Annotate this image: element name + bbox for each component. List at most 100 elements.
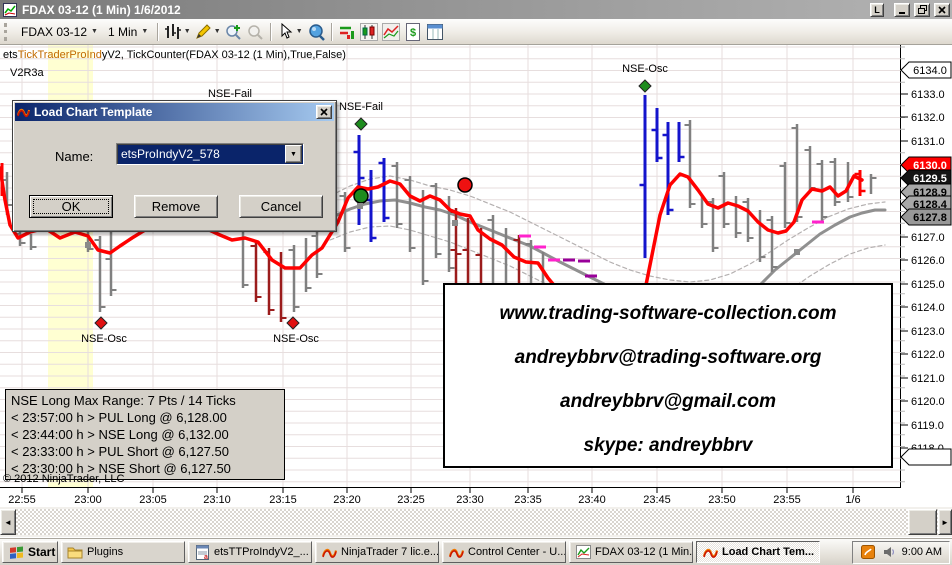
cursor-icon [281, 23, 293, 39]
market-analyzer-icon [340, 26, 355, 39]
account-data-button[interactable]: $ [402, 22, 424, 42]
toolbar-separator [331, 22, 333, 41]
chevron-down-icon: ▼ [141, 28, 149, 35]
svg-text:6120.0: 6120.0 [911, 396, 945, 408]
taskbar-button-label: FDAX 03-12 (1 Min... [595, 546, 693, 558]
signal-info-box: NSE Long Max Range: 7 Pts / 14 Ticks < 2… [5, 389, 285, 480]
cursor-tool-button[interactable]: ▼ [275, 22, 305, 42]
grid-window-icon [427, 23, 444, 40]
indicator-label: etsTickTraderProIndyV2, TickCounter(FDAX… [3, 49, 346, 61]
data-box-button[interactable] [305, 22, 327, 42]
interval-selector[interactable]: 1 Min ▼ [103, 23, 153, 41]
instrument-selector[interactable]: FDAX 03-12 ▼ [16, 23, 103, 41]
scroll-right-button[interactable]: ► [938, 509, 952, 535]
remove-button[interactable]: Remove [134, 195, 218, 218]
template-combobox[interactable]: etsProIndyV2_578 ▼ [116, 143, 304, 165]
gray-ma-line [298, 198, 887, 314]
info-line: NSE Long Max Range: 7 Pts / 14 Ticks [11, 393, 236, 408]
system-tray: 9:00 AM [851, 540, 950, 564]
zoom-out-button[interactable] [244, 22, 266, 42]
svg-text:6119.0: 6119.0 [911, 420, 944, 432]
bar-type-icon [164, 23, 181, 39]
svg-text:6132.0: 6132.0 [911, 112, 945, 124]
bar-type-button[interactable]: ▼ [162, 22, 192, 42]
svg-text:23:05: 23:05 [139, 494, 167, 505]
svg-text:23:00: 23:00 [74, 494, 102, 505]
taskbar-button[interactable]: Load Chart Tem... [696, 541, 820, 563]
svg-text:23:25: 23:25 [397, 494, 425, 505]
svg-text:6122.0: 6122.0 [911, 349, 945, 361]
dialog-close-button[interactable] [316, 105, 332, 119]
svg-text:6127.0: 6127.0 [911, 232, 945, 244]
taskbar-button[interactable]: Control Center - U... [442, 541, 566, 563]
dialog-titlebar[interactable]: Load Chart Template [15, 103, 334, 121]
svg-text:6123.0: 6123.0 [911, 326, 945, 338]
svg-text:23:55: 23:55 [773, 494, 801, 505]
taskbar-button[interactable]: a etsTTProIndyV2_... [188, 541, 312, 563]
start-button[interactable]: Start [2, 541, 58, 563]
window-titlebar: FDAX 03-12 (1 Min) 1/6/2012 L [0, 0, 952, 19]
taskbar-button-label: Plugins [87, 546, 124, 558]
svg-text:6131.0: 6131.0 [911, 136, 945, 148]
folder-icon [67, 544, 83, 560]
svg-text:22:55: 22:55 [8, 494, 36, 505]
svg-text:6134.0: 6134.0 [913, 65, 947, 77]
taskbar-button-label: Load Chart Tem... [722, 546, 815, 558]
close-button[interactable] [934, 2, 950, 17]
svg-text:6125.0: 6125.0 [911, 279, 945, 291]
market-analyzer-button[interactable] [336, 22, 358, 42]
zoom-in-button[interactable] [222, 22, 244, 42]
time-axis: 22:55 23:00 23:05 23:10 23:15 23:20 23:25 23:30… [8, 488, 861, 505]
ninjatrader-icon [702, 544, 718, 560]
restore-button[interactable] [914, 2, 930, 17]
scroll-left-button[interactable]: ◄ [0, 509, 16, 535]
combobox-dropdown-button[interactable]: ▼ [285, 145, 302, 163]
signal-dashes [519, 220, 824, 278]
svg-text:$: $ [410, 27, 416, 39]
taskbar-button[interactable]: Plugins [61, 541, 185, 563]
draw-tool-button[interactable]: ▼ [192, 22, 222, 42]
svg-text:6127.8: 6127.8 [913, 212, 947, 224]
scrollbar-track[interactable] [0, 509, 952, 535]
window-chart-icon [2, 2, 18, 18]
dollar-document-icon: $ [406, 22, 421, 41]
chevron-down-icon: ▼ [213, 28, 221, 35]
scrollbar-thumb[interactable] [908, 509, 937, 535]
svg-text:NSE-Osc: NSE-Osc [622, 63, 668, 75]
svg-text:6124.0: 6124.0 [911, 302, 945, 314]
interval-label: 1 Min [107, 24, 138, 39]
toolbar-grip[interactable] [4, 22, 12, 41]
chevron-down-icon: ▼ [290, 150, 297, 158]
taskbar-button[interactable]: NinjaTrader 7 lic.e... [315, 541, 439, 563]
svg-text:6130.0: 6130.0 [913, 160, 947, 172]
taskbar-button[interactable]: FDAX 03-12 (1 Min... [569, 541, 693, 563]
volume-icon[interactable] [881, 544, 897, 560]
watermark-line: skype: andreybbrv [583, 435, 753, 456]
candlestick-chart-icon [360, 22, 379, 41]
svg-text:23:20: 23:20 [333, 494, 361, 505]
watermark-box: www.trading-software-collection.com andr… [443, 283, 893, 468]
info-line: < 23:44:00 h > NSE Long @ 6,132.00 [11, 427, 229, 442]
ok-button[interactable]: OK [29, 195, 113, 218]
svg-text:23:30: 23:30 [456, 494, 484, 505]
svg-text:23:50: 23:50 [708, 494, 736, 505]
chevron-down-icon: ▼ [183, 28, 191, 35]
windows-logo-icon [8, 544, 24, 560]
load-chart-template-dialog: Load Chart Template Name: etsProIndyV2_5… [12, 100, 337, 232]
tray-app-icon[interactable] [860, 544, 876, 560]
minimize-button[interactable] [894, 2, 910, 17]
svg-text:6133.0: 6133.0 [911, 89, 945, 101]
toolbar-separator [270, 22, 272, 41]
line-chart-button[interactable] [380, 22, 402, 42]
chart-button[interactable] [358, 22, 380, 42]
document-icon: a [194, 544, 210, 560]
pencil-icon [195, 23, 211, 39]
grid-window-button[interactable] [424, 22, 446, 42]
svg-text:6129.5: 6129.5 [913, 173, 947, 185]
price-axis: 6133.0 6132.0 6131.0 6127.0 6126.0 6125.0 6124… [900, 46, 952, 483]
svg-text:6121.0: 6121.0 [911, 373, 945, 385]
cancel-button[interactable]: Cancel [239, 195, 323, 218]
link-button[interactable]: L [870, 2, 884, 17]
watermark-line: andreybbrv@trading-software.org [514, 347, 822, 368]
